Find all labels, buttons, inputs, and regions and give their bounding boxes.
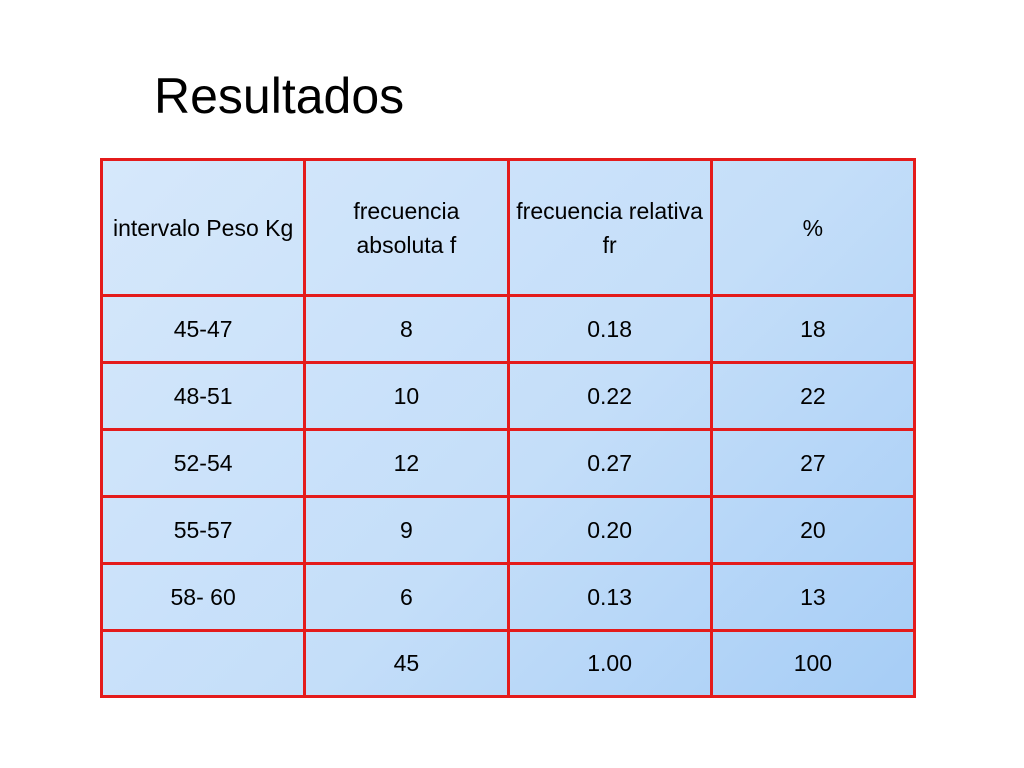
cell-porcentaje: 13 (709, 561, 917, 632)
cell-frecuencia-absoluta: 9 (303, 494, 510, 565)
page-title: Resultados (154, 68, 405, 124)
header-porcentaje: % (709, 157, 917, 298)
cell-frecuencia-absoluta: 8 (303, 294, 510, 364)
table-header-row: intervalo Peso Kg frecuencia absoluta f … (99, 157, 917, 298)
cell-porcentaje: 18 (709, 294, 917, 364)
table-row: 55-57 9 0.20 20 (99, 494, 917, 565)
cell-intervalo: 58- 60 (99, 561, 307, 632)
cell-frecuencia-relativa: 0.13 (506, 561, 713, 632)
total-intervalo-empty (99, 628, 307, 699)
cell-intervalo: 55-57 (99, 494, 307, 565)
results-table-container: intervalo Peso Kg frecuencia absoluta f … (99, 157, 917, 699)
total-frecuencia-absoluta: 45 (303, 628, 510, 699)
cell-frecuencia-absoluta: 12 (303, 427, 510, 498)
cell-frecuencia-relativa: 0.20 (506, 494, 713, 565)
cell-frecuencia-relativa: 0.18 (506, 294, 713, 364)
total-frecuencia-relativa: 1.00 (506, 628, 713, 699)
cell-frecuencia-relativa: 0.27 (506, 427, 713, 498)
cell-porcentaje: 27 (709, 427, 917, 498)
table-row: 52-54 12 0.27 27 (99, 427, 917, 498)
table-row: 58- 60 6 0.13 13 (99, 561, 917, 632)
table-row: 48-51 10 0.22 22 (99, 361, 917, 431)
results-table: intervalo Peso Kg frecuencia absoluta f … (99, 157, 917, 699)
cell-intervalo: 45-47 (99, 294, 307, 364)
total-porcentaje: 100 (709, 628, 917, 699)
cell-frecuencia-absoluta: 6 (303, 561, 510, 632)
header-intervalo-peso: intervalo Peso Kg (99, 157, 307, 298)
header-frecuencia-relativa: frecuencia relativa fr (506, 157, 713, 298)
cell-frecuencia-absoluta: 10 (303, 361, 510, 431)
cell-porcentaje: 22 (709, 361, 917, 431)
cell-frecuencia-relativa: 0.22 (506, 361, 713, 431)
table-row: 45-47 8 0.18 18 (99, 294, 917, 364)
header-frecuencia-absoluta: frecuencia absoluta f (303, 157, 510, 298)
cell-intervalo: 52-54 (99, 427, 307, 498)
cell-intervalo: 48-51 (99, 361, 307, 431)
cell-porcentaje: 20 (709, 494, 917, 565)
table-totals-row: 45 1.00 100 (99, 628, 917, 699)
